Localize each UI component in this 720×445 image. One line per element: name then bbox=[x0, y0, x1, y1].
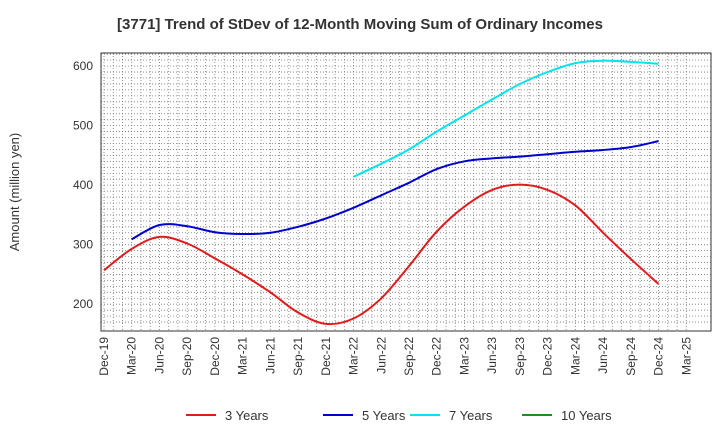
series-line-5-years bbox=[131, 140, 659, 241]
grid bbox=[101, 53, 711, 331]
x-tick-label: Dec-23 bbox=[541, 337, 555, 376]
legend-label-5-years: 5 Years bbox=[362, 408, 406, 423]
x-tick-label: Jun-23 bbox=[485, 337, 499, 374]
x-tick-label: Mar-20 bbox=[125, 337, 139, 375]
x-tick-label: Jun-24 bbox=[596, 337, 610, 374]
y-axis-label: Amount (million yen) bbox=[7, 133, 22, 252]
x-tick-label: Mar-24 bbox=[568, 337, 582, 375]
x-tick-label: Dec-19 bbox=[97, 337, 111, 376]
y-tick-label: 600 bbox=[73, 59, 93, 73]
x-tick-label: Dec-21 bbox=[319, 337, 333, 376]
y-tick-label: 200 bbox=[73, 297, 93, 311]
plot-frame bbox=[100, 52, 712, 332]
chart-title: [3771] Trend of StDev of 12-Month Moving… bbox=[117, 16, 603, 33]
x-tick-label: Mar-25 bbox=[679, 337, 693, 375]
x-tick-label: Mar-23 bbox=[457, 337, 471, 375]
x-tick-label: Sep-24 bbox=[624, 337, 638, 376]
x-tick-label: Sep-21 bbox=[291, 337, 305, 376]
x-tick-label: Sep-22 bbox=[402, 337, 416, 376]
x-tick-label: Jun-21 bbox=[263, 337, 277, 374]
series-lines bbox=[103, 59, 660, 326]
y-tick-label: 400 bbox=[73, 178, 93, 192]
legend-label-7-years: 7 Years bbox=[449, 408, 493, 423]
y-tick-label: 500 bbox=[73, 119, 93, 133]
series-line-7-years bbox=[353, 59, 659, 178]
legend-label-3-years: 3 Years bbox=[225, 408, 269, 423]
legend: 3 Years 5 Years 7 Years 10 Years bbox=[186, 408, 612, 423]
x-tick-label: Dec-22 bbox=[430, 337, 444, 376]
x-tick-label: Mar-21 bbox=[236, 337, 250, 375]
x-tick-labels: Dec-19 Mar-20 Jun-20 Sep-20 Dec-20 Mar-21 Jun-… bbox=[97, 337, 693, 376]
x-tick-label: Dec-24 bbox=[652, 337, 666, 376]
x-tick-label: Jun-20 bbox=[152, 337, 166, 374]
y-tick-label: 300 bbox=[73, 238, 93, 252]
x-tick-label: Sep-23 bbox=[513, 337, 527, 376]
x-tick-label: Sep-20 bbox=[180, 337, 194, 376]
x-tick-label: Dec-20 bbox=[208, 337, 222, 376]
legend-label-10-years: 10 Years bbox=[561, 408, 612, 423]
y-tick-labels: 200 300 400 500 600 bbox=[73, 59, 93, 311]
x-tick-label: Mar-22 bbox=[347, 337, 361, 375]
x-tick-label: Jun-22 bbox=[374, 337, 388, 374]
series-line-3-years bbox=[103, 183, 660, 326]
